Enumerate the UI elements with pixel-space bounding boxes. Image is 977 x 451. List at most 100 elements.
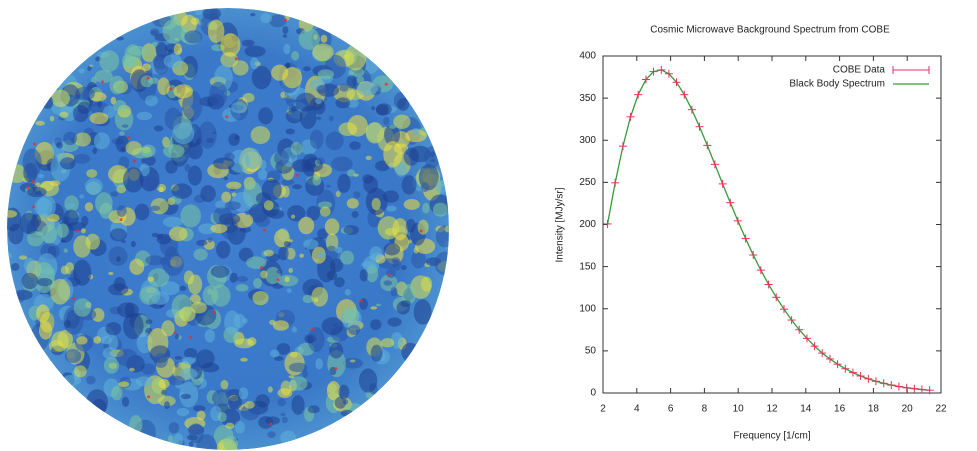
sphere-spot — [242, 318, 247, 324]
sphere-spot — [244, 401, 254, 409]
sphere-spot — [194, 248, 208, 260]
sphere-spot — [2, 210, 17, 218]
data-point — [688, 106, 696, 114]
sphere-spot — [329, 116, 334, 122]
sphere-spot — [278, 247, 289, 260]
sphere-spot — [198, 121, 217, 148]
sphere-spot — [383, 280, 392, 285]
sphere-spot — [320, 206, 331, 216]
series-line — [608, 70, 930, 390]
y-tick-label: 400 — [579, 51, 596, 62]
data-point — [726, 199, 734, 207]
sphere-spot — [352, 211, 359, 218]
sphere-hot-spot — [72, 297, 75, 300]
sphere-hot-spot — [263, 228, 266, 231]
sphere-spot — [180, 204, 201, 227]
sphere-hot-spot — [31, 358, 34, 361]
sphere-spot — [196, 240, 207, 246]
sphere-spot — [200, 185, 215, 202]
sphere-spot — [224, 177, 228, 181]
sphere-spot — [201, 363, 219, 373]
sphere-spot — [391, 287, 398, 296]
data-point — [895, 383, 903, 391]
legend-label: Black Body Spectrum — [789, 79, 885, 90]
sphere-spot — [311, 287, 328, 307]
sphere-spot — [357, 82, 378, 96]
sphere-spot — [168, 435, 173, 442]
sphere-spot — [216, 241, 230, 259]
figure: Cosmic Microwave Background Spectrum fro… — [0, 0, 977, 451]
sphere-hot-spot — [76, 229, 79, 232]
sphere-spot — [369, 246, 382, 260]
sphere-spot — [236, 284, 249, 292]
data-point — [695, 123, 703, 131]
sphere-spot — [19, 255, 27, 259]
sphere-spot — [422, 203, 429, 214]
data-point — [903, 384, 911, 392]
sphere-spot — [126, 141, 142, 155]
sphere-spot — [108, 283, 128, 295]
sphere-spot — [421, 182, 429, 192]
sphere-spot — [371, 345, 383, 362]
sphere-spot — [347, 198, 359, 208]
sphere-hot-spot — [235, 57, 238, 60]
sphere-spot — [285, 128, 294, 134]
data-point — [772, 293, 780, 301]
sphere-spot — [348, 325, 360, 335]
sphere-spot — [325, 218, 340, 235]
data-point — [734, 217, 742, 225]
sphere-spot — [116, 256, 121, 262]
x-tick-label: 12 — [766, 404, 778, 415]
sphere-spot — [421, 276, 432, 291]
sphere-spot — [268, 386, 273, 392]
sphere-spot — [318, 69, 334, 79]
sphere-spot — [154, 125, 163, 131]
sphere-spot — [64, 319, 71, 328]
sphere-spot — [63, 210, 79, 227]
sphere-spot — [172, 123, 194, 145]
sphere-spot — [327, 271, 338, 281]
sphere-spot — [103, 347, 117, 359]
sphere-spot — [291, 215, 295, 219]
sphere-spot — [274, 150, 289, 165]
sphere-spot — [343, 307, 359, 323]
sphere-spot — [159, 379, 170, 388]
sphere-spot — [345, 289, 351, 295]
sphere-spot — [66, 203, 75, 208]
sphere-spot — [162, 137, 169, 148]
sphere-spot — [286, 109, 303, 123]
sphere-spot — [250, 13, 255, 17]
sphere-spot — [154, 353, 168, 368]
sphere-spot — [322, 317, 344, 335]
sphere-spot — [347, 169, 355, 176]
sphere-spot — [317, 157, 325, 165]
sphere-spot — [243, 93, 255, 103]
sphere-spot — [299, 254, 304, 258]
sphere-spot — [307, 336, 314, 344]
sphere-spot — [150, 205, 160, 211]
sphere-hot-spot — [434, 82, 437, 85]
sphere-spot — [228, 396, 242, 410]
sphere-spot — [402, 175, 417, 194]
sphere-spot — [326, 185, 331, 188]
sphere-spot — [64, 248, 68, 252]
sphere-spot — [401, 265, 406, 270]
sphere-hot-spot — [189, 336, 192, 339]
sphere-spot — [184, 30, 202, 43]
sphere-hot-spot — [213, 310, 216, 313]
data-point — [627, 113, 635, 121]
sphere-spot — [284, 276, 289, 282]
sphere-spot — [384, 243, 400, 256]
sphere-spot — [376, 104, 389, 115]
sphere-spot — [404, 148, 419, 166]
sphere-spot — [117, 205, 127, 217]
x-tick-label: 22 — [935, 404, 947, 415]
x-tick-label: 20 — [902, 404, 914, 415]
sphere-spot — [308, 405, 320, 413]
sphere-spot — [60, 157, 75, 169]
sphere-spot — [129, 259, 144, 275]
data-point — [849, 369, 857, 377]
sphere-spot — [445, 225, 452, 232]
sphere-hot-spot — [133, 159, 136, 162]
sphere-spot — [383, 141, 402, 167]
